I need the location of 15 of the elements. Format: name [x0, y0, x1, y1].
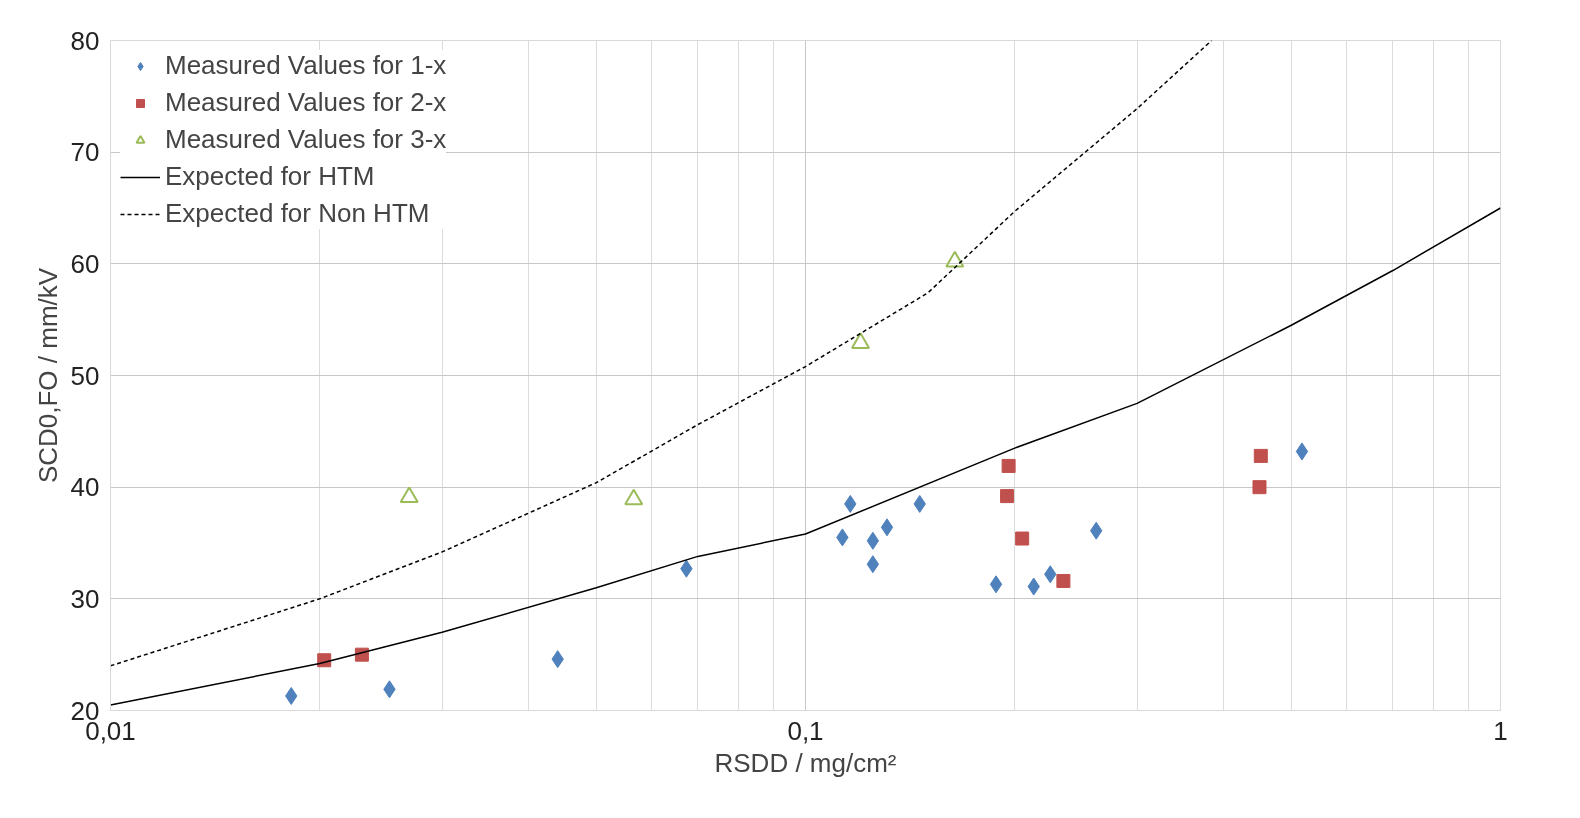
y-tick-label: 30	[70, 583, 100, 614]
y-tick-label: 50	[70, 360, 100, 391]
legend-label: Expected for HTM	[165, 161, 375, 192]
x-axis-title: RSDD / mg/cm²	[714, 747, 897, 778]
y-tick-label: 40	[70, 472, 100, 503]
legend-label: Expected for Non HTM	[165, 198, 430, 229]
y-axis-title: SCD0,FO / mm/kV	[32, 267, 63, 484]
y-tick-label: 80	[70, 25, 100, 56]
x-tick-label: 1	[1493, 715, 1508, 746]
legend-label: Measured Values for 1-x	[165, 50, 447, 81]
legend-label: Measured Values for 3-x	[165, 124, 447, 155]
legend-label: Measured Values for 2-x	[165, 87, 447, 118]
y-tick-label: 70	[70, 137, 100, 168]
x-tick-label: 0,1	[787, 715, 824, 746]
y-tick-label: 60	[70, 248, 100, 279]
